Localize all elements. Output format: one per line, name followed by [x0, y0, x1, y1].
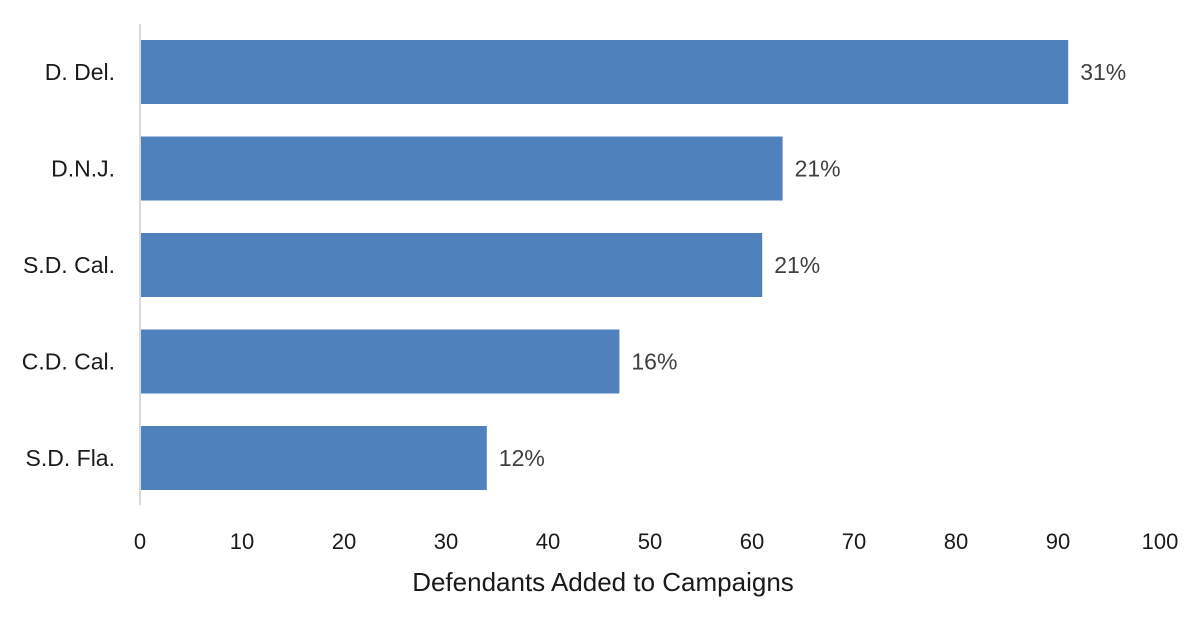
- category-label: D.N.J.: [51, 156, 115, 182]
- x-tick-label: 40: [536, 529, 560, 554]
- category-label: C.D. Cal.: [22, 349, 115, 375]
- category-label: D. Del.: [45, 59, 115, 85]
- x-tick-label: 20: [332, 529, 356, 554]
- x-tick-label: 80: [944, 529, 968, 554]
- category-label: S.D. Fla.: [26, 445, 115, 471]
- x-tick-label: 60: [740, 529, 764, 554]
- bar: [140, 233, 762, 297]
- data-label: 12%: [499, 445, 545, 471]
- data-label: 31%: [1080, 59, 1126, 85]
- data-label: 21%: [795, 156, 841, 182]
- x-tick-label: 10: [230, 529, 254, 554]
- x-tick-label: 50: [638, 529, 662, 554]
- bar: [140, 137, 783, 201]
- category-labels: D. Del. D.N.J. S.D. Cal. C.D. Cal. S.D. Fla.: [22, 59, 115, 471]
- bar: [140, 40, 1068, 104]
- data-label: 16%: [631, 349, 677, 375]
- data-label: 21%: [774, 252, 820, 278]
- x-tick-label: 0: [134, 529, 146, 554]
- bar: [140, 426, 487, 490]
- x-axis-title: Defendants Added to Campaigns: [412, 567, 794, 597]
- x-axis-ticks: 0 10 20 30 40 50 60 70 80 90 100: [134, 529, 1178, 554]
- x-tick-label: 70: [842, 529, 866, 554]
- bars: [140, 40, 1068, 490]
- category-label: S.D. Cal.: [23, 252, 115, 278]
- x-tick-label: 30: [434, 529, 458, 554]
- x-tick-label: 90: [1046, 529, 1070, 554]
- x-tick-label: 100: [1142, 529, 1179, 554]
- bar: [140, 330, 619, 394]
